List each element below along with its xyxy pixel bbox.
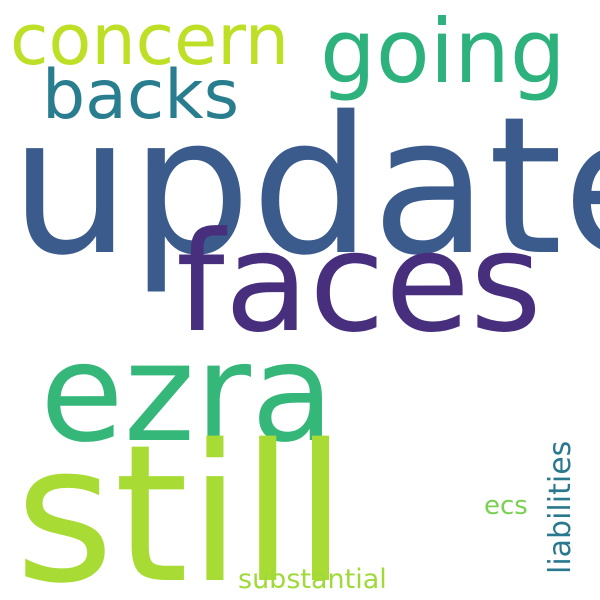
word-ezra: ezra (40, 315, 335, 473)
word-going: going (320, 0, 566, 103)
word-ecs: ecs (484, 491, 528, 521)
word-substantial: substantial (238, 564, 387, 595)
word-liabilities: liabilities (543, 440, 578, 574)
word-backs: backs (42, 56, 240, 135)
word-concern: concern (10, 0, 290, 81)
word-faces: faces (176, 202, 542, 363)
word-still: still (15, 404, 347, 600)
word-update: update (10, 76, 600, 297)
